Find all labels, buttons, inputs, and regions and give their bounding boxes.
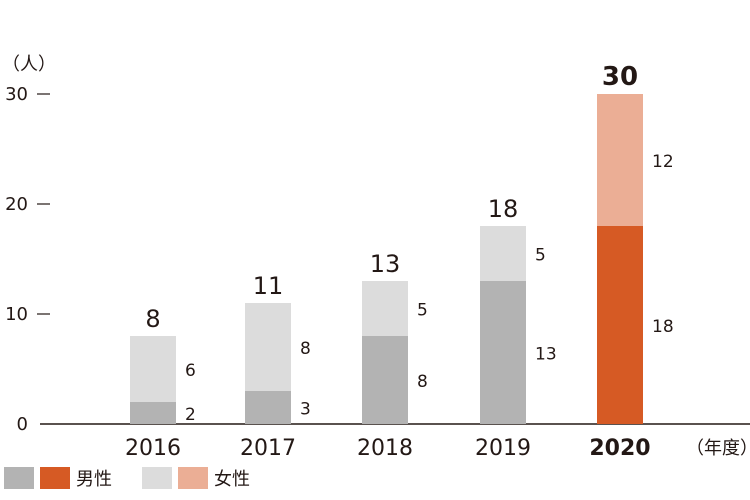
y-axis-label: （人） [2,54,56,75]
value-label-female-2019: 5 [535,246,546,266]
x-axis-label: （年度） [686,438,750,459]
y-tick-label: 20 [5,194,28,215]
value-label-female-2017: 8 [300,339,311,359]
value-label-female-2016: 6 [185,361,196,381]
bar-male-2018 [362,336,408,424]
x-tick-label-2020: 2020 [589,436,650,461]
value-label-male-2019: 13 [535,345,557,365]
value-label-female-2018: 5 [417,301,428,321]
legend-label-male: 男性 [76,469,112,490]
bar-female-2016 [130,336,176,402]
legend-swatch-female [142,467,172,489]
legend-swatch-female-highlight [178,467,208,489]
bar-female-2017 [245,303,291,391]
labels: 2 6 8 2016 3 8 11 2017 8 5 13 2018 13 5 18 2019 18 12 30 20… [125,62,674,461]
x-tick-label-2016: 2016 [125,436,181,461]
legend-label-female: 女性 [214,469,250,490]
value-label-male-2016: 2 [185,405,196,425]
total-label-2017: 11 [253,272,284,300]
bar-male-2017 [245,391,291,424]
legend-swatch-male-highlight [40,467,70,489]
bar-female-2019 [480,226,526,281]
y-tick-label: 30 [5,84,28,105]
total-label-2018: 13 [370,250,401,278]
total-label-2019: 18 [488,195,519,223]
total-label-2020: 30 [602,62,638,92]
bar-female-2018 [362,281,408,336]
total-label-2016: 8 [145,305,160,333]
legend-swatch-male [4,467,34,489]
legend: 男性 女性 [4,466,250,490]
x-tick-label-2017: 2017 [240,436,296,461]
value-label-male-2018: 8 [417,372,428,392]
value-label-male-2017: 3 [300,400,311,420]
bar-male-2020 [597,226,643,424]
bar-male-2016 [130,402,176,424]
y-tick-label: 0 [17,414,28,435]
x-tick-label-2018: 2018 [357,436,413,461]
value-label-female-2020: 12 [652,152,674,172]
bar-female-2020 [597,94,643,226]
y-tick-label: 10 [5,304,28,325]
value-label-male-2020: 18 [652,317,674,337]
bar-male-2019 [480,281,526,424]
x-tick-label-2019: 2019 [475,436,531,461]
bars [130,94,643,424]
